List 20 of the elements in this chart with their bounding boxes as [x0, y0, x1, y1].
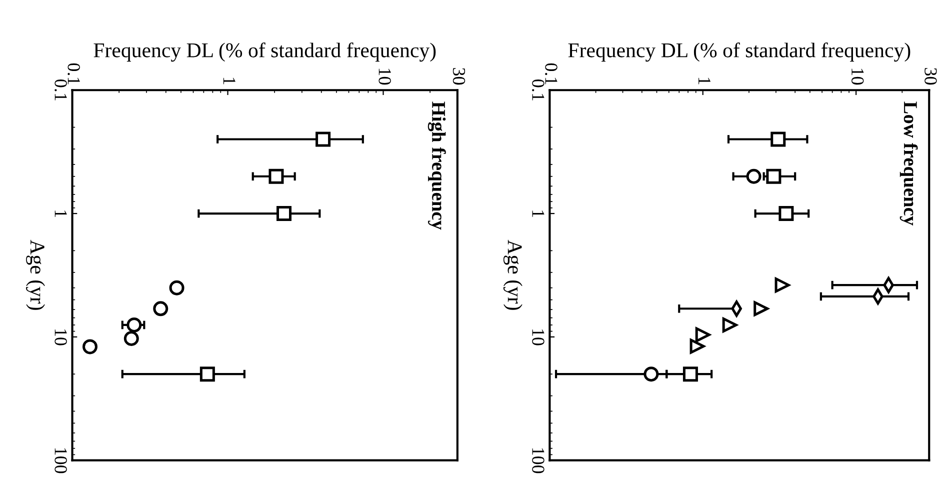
x-tick-label: 0.1 — [68, 63, 80, 84]
y-tick-label: 100 — [54, 448, 67, 474]
x-tick-label: 10 — [852, 68, 864, 85]
x-tick-label: 0.1 — [545, 63, 558, 84]
annotation: Low frequency — [900, 102, 918, 226]
x-tick-label: 10 — [378, 68, 391, 85]
annotation: High frequency — [428, 102, 446, 230]
y-tick-label: 10 — [532, 329, 544, 346]
x-tick-label: 1 — [698, 78, 710, 84]
x-tick-label: 30 — [924, 68, 937, 85]
y-tick-label: 100 — [532, 448, 544, 474]
y-tick-label: 1 — [532, 210, 544, 217]
y-axis-title: Age (yr) — [503, 240, 522, 310]
x-tick-label: 30 — [452, 68, 466, 85]
x-axis-title: Frequency DL (% of standard frequency) — [94, 42, 436, 62]
x-axis-title: Frequency DL (% of standard frequency) — [568, 42, 910, 62]
y-tick-label: 10 — [54, 329, 67, 346]
y-tick-label: 1 — [54, 210, 67, 217]
y-axis-title: Age (yr) — [26, 240, 45, 310]
x-tick-label: 1 — [223, 78, 236, 84]
